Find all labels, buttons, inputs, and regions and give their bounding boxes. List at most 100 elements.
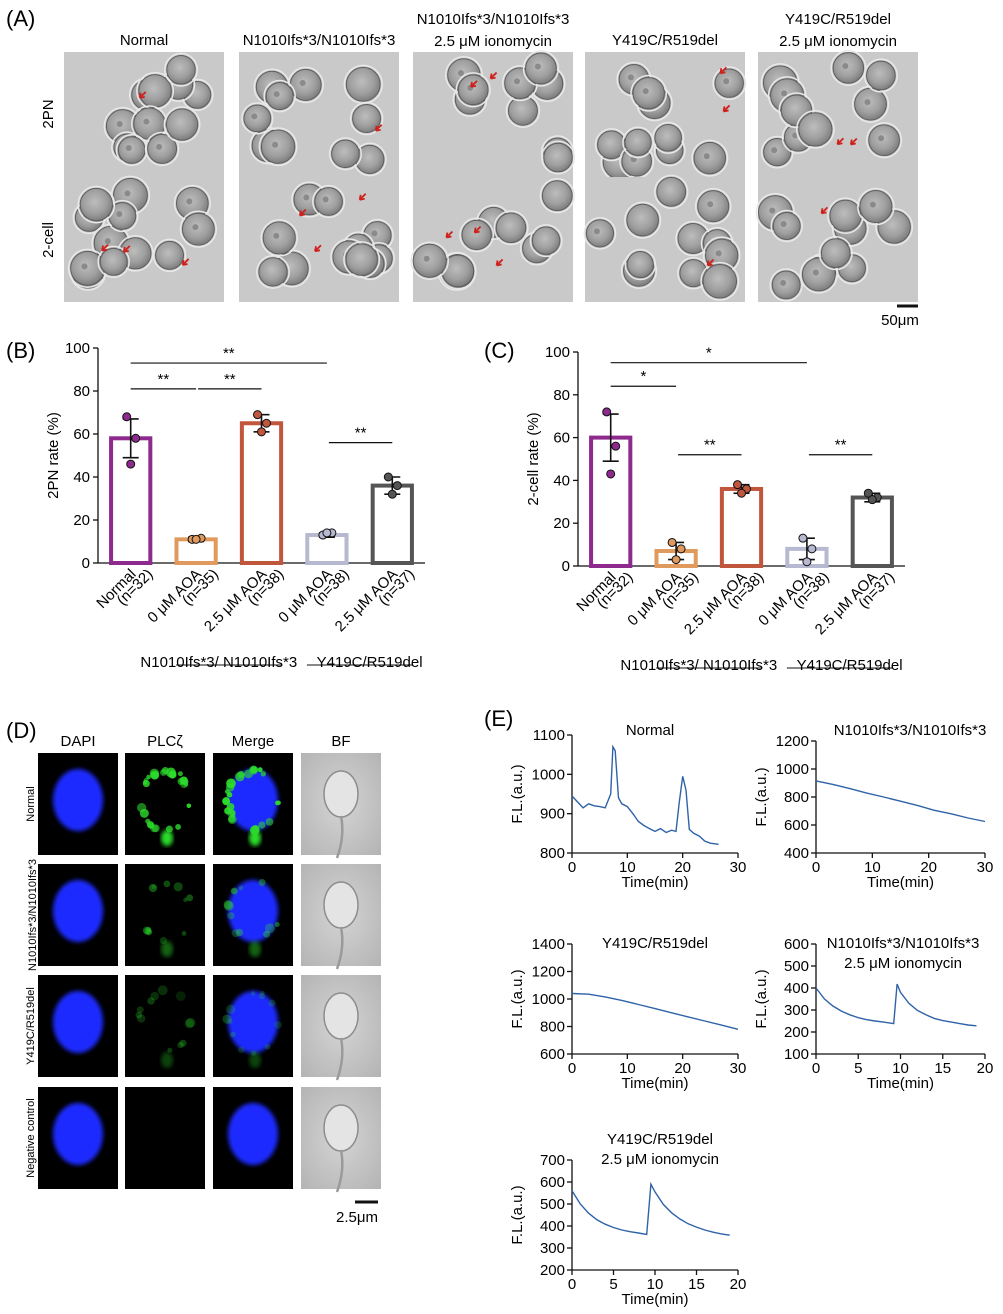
panel-letter-b: (B) xyxy=(6,338,35,363)
egg-zona xyxy=(241,102,274,135)
significance-marker: * xyxy=(640,368,646,385)
egg-zona xyxy=(163,106,201,143)
x-tick-label: 5 xyxy=(854,1060,862,1077)
egg-pronucleus xyxy=(303,194,310,201)
plcz-signal xyxy=(224,789,230,795)
plcz-signal xyxy=(145,818,151,824)
data-point xyxy=(802,557,812,567)
plcz-signal xyxy=(224,901,234,911)
data-point xyxy=(733,480,742,490)
egg-cell xyxy=(495,212,527,244)
plcz-image xyxy=(125,1087,205,1189)
col-title-a: N1010Ifs*3/N1010Ifs*3 xyxy=(417,11,570,28)
plcz-signal xyxy=(146,774,151,780)
y-tick-label: 400 xyxy=(540,1218,565,1235)
plcz-signal xyxy=(136,1014,146,1023)
plcz-signal xyxy=(225,1004,236,1014)
x-tick-label: 10 xyxy=(619,1060,636,1077)
egg-zona xyxy=(493,210,529,246)
significance-marker: ** xyxy=(704,437,716,454)
egg-zona xyxy=(312,184,346,219)
y-tick-label: 1000 xyxy=(532,991,565,1008)
y-tick-label: 400 xyxy=(784,845,809,862)
egg-cell xyxy=(243,104,272,133)
red-arrow-marker xyxy=(138,91,147,99)
panel-letter-a: (A) xyxy=(6,6,35,31)
egg-pronucleus xyxy=(627,74,634,81)
egg-cell xyxy=(79,187,113,222)
y-tick-label: 1000 xyxy=(776,761,809,778)
x-tick-label: 10 xyxy=(647,1276,664,1293)
fluorescence-trace xyxy=(571,744,719,845)
plcz-signal xyxy=(249,830,261,846)
plcz-signal xyxy=(237,1046,245,1054)
trace-title: 2.5 μM ionomycin xyxy=(844,955,962,972)
y-tick-label: 600 xyxy=(784,817,809,834)
scale-bar-label-d: 2.5μm xyxy=(336,1209,378,1226)
plcz-signal xyxy=(167,1047,173,1053)
egg-pronucleus xyxy=(878,135,885,142)
nucleus xyxy=(228,991,278,1053)
egg-cell xyxy=(262,221,296,255)
plcz-signal xyxy=(144,927,152,935)
y-tick-label: 500 xyxy=(540,1196,565,1213)
plcz-signal xyxy=(258,878,266,887)
red-arrow-marker xyxy=(445,230,454,239)
plcz-signal xyxy=(227,912,235,920)
red-arrow-marker xyxy=(849,137,858,146)
egg-cell xyxy=(265,82,294,111)
egg-zona xyxy=(622,126,654,159)
plcz-signal xyxy=(265,818,274,826)
data-point xyxy=(392,481,402,491)
x-tick-label: 0 xyxy=(568,1060,576,1077)
egg-pronucleus xyxy=(299,79,306,86)
y-axis-label: F.L.(a.u.) xyxy=(753,969,770,1028)
egg-pronucleus xyxy=(780,220,787,227)
data-point xyxy=(667,537,677,547)
sperm-tail xyxy=(335,1149,344,1193)
data-point xyxy=(611,441,621,451)
plcz-signal xyxy=(186,803,192,809)
data-point xyxy=(737,488,746,498)
x-tick-label: 20 xyxy=(920,859,937,876)
plcz-signal xyxy=(168,770,177,779)
egg-pronucleus xyxy=(125,145,132,152)
egg-zona xyxy=(410,241,449,281)
trace-title: 2.5 μM ionomycin xyxy=(601,1151,719,1168)
plcz-signal xyxy=(258,821,266,829)
plcz-signal xyxy=(274,1021,282,1029)
data-point xyxy=(257,427,266,437)
plcz-signal xyxy=(148,883,158,893)
plcz-signal xyxy=(181,931,187,936)
egg-cell xyxy=(714,68,744,98)
egg-cell xyxy=(352,104,382,134)
x-axis-label: Time(min) xyxy=(622,874,689,891)
egg-zona xyxy=(857,187,895,226)
y-tick-label: 600 xyxy=(784,936,809,953)
egg-cell xyxy=(624,128,652,157)
panel-a-micrographs: Normal N1010Ifs*3/N1010Ifs*3 N1010Ifs*3/N1… xyxy=(40,11,919,329)
x-tick-label: 15 xyxy=(934,1060,951,1077)
egg-zona xyxy=(694,187,732,225)
plcz-signal xyxy=(231,888,237,894)
y-tick-label: 200 xyxy=(784,1024,809,1041)
plcz-signal xyxy=(274,800,280,806)
sperm-head xyxy=(323,770,359,818)
plcz-signal xyxy=(183,897,188,902)
red-arrow-marker xyxy=(181,258,190,266)
egg-cell xyxy=(585,219,615,248)
egg-zona xyxy=(343,241,381,279)
egg-cell xyxy=(331,139,360,169)
nucleus xyxy=(228,880,278,942)
egg-cell xyxy=(541,180,573,212)
plcz-signal xyxy=(222,1014,232,1024)
nucleus xyxy=(53,991,103,1053)
data-point xyxy=(322,528,332,538)
egg-pronucleus xyxy=(780,279,787,286)
y-tick-label: 400 xyxy=(784,980,809,997)
egg-zona xyxy=(770,209,803,243)
plcz-signal xyxy=(149,768,160,778)
data-point xyxy=(122,412,132,422)
